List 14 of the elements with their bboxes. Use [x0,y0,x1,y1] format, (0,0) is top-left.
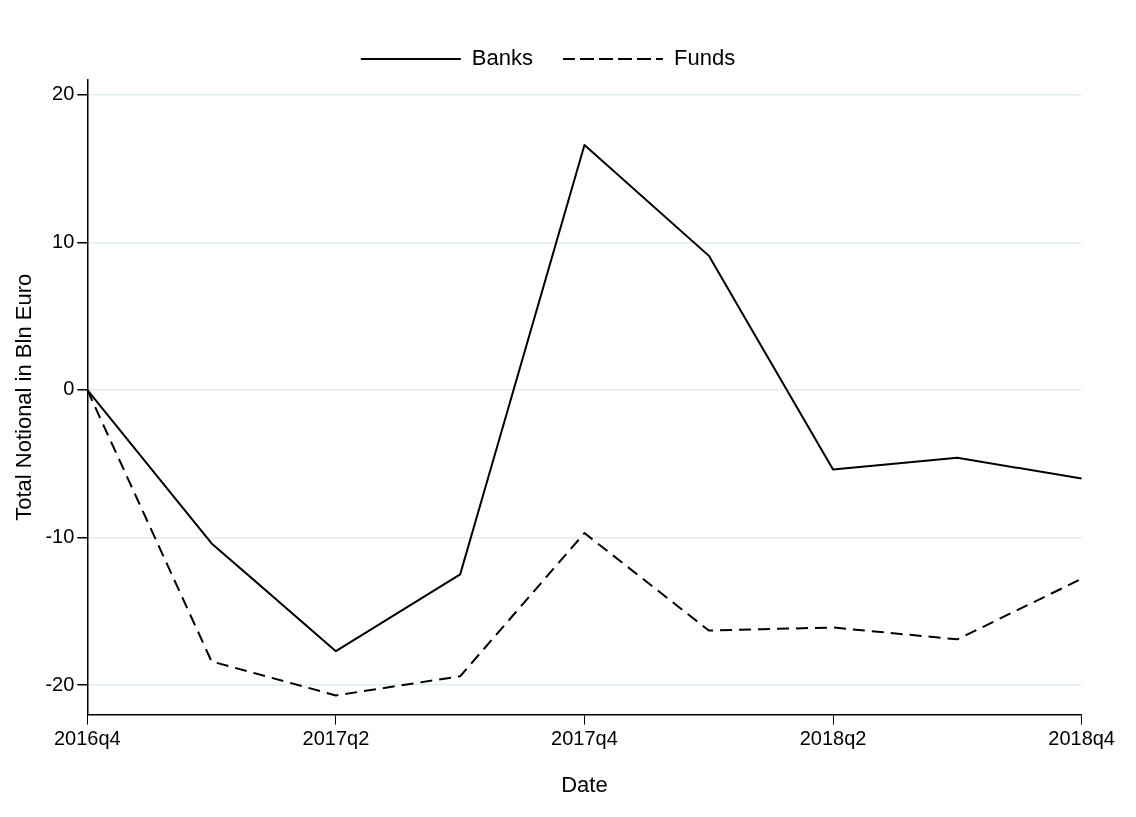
x-axis-title: Date [561,771,608,797]
x-tick-label: 2018q4 [1048,727,1116,750]
x-tick-label: 2018q2 [799,727,867,750]
y-tick-label: -20 [45,672,75,695]
y-tick-label: 0 [63,377,75,400]
x-tick-label: 2017q2 [302,727,370,750]
legend-label: Funds [674,45,736,71]
x-tick-label: 2017q4 [551,727,618,750]
y-tick-label: 20 [52,82,75,105]
y-axis-title: Total Notional in Bln Euro [11,273,37,521]
legend-label: Banks [471,45,534,71]
x-tick-label: 2016q4 [53,727,121,750]
y-tick-label: 10 [52,229,75,252]
y-tick-label: -10 [45,525,75,548]
